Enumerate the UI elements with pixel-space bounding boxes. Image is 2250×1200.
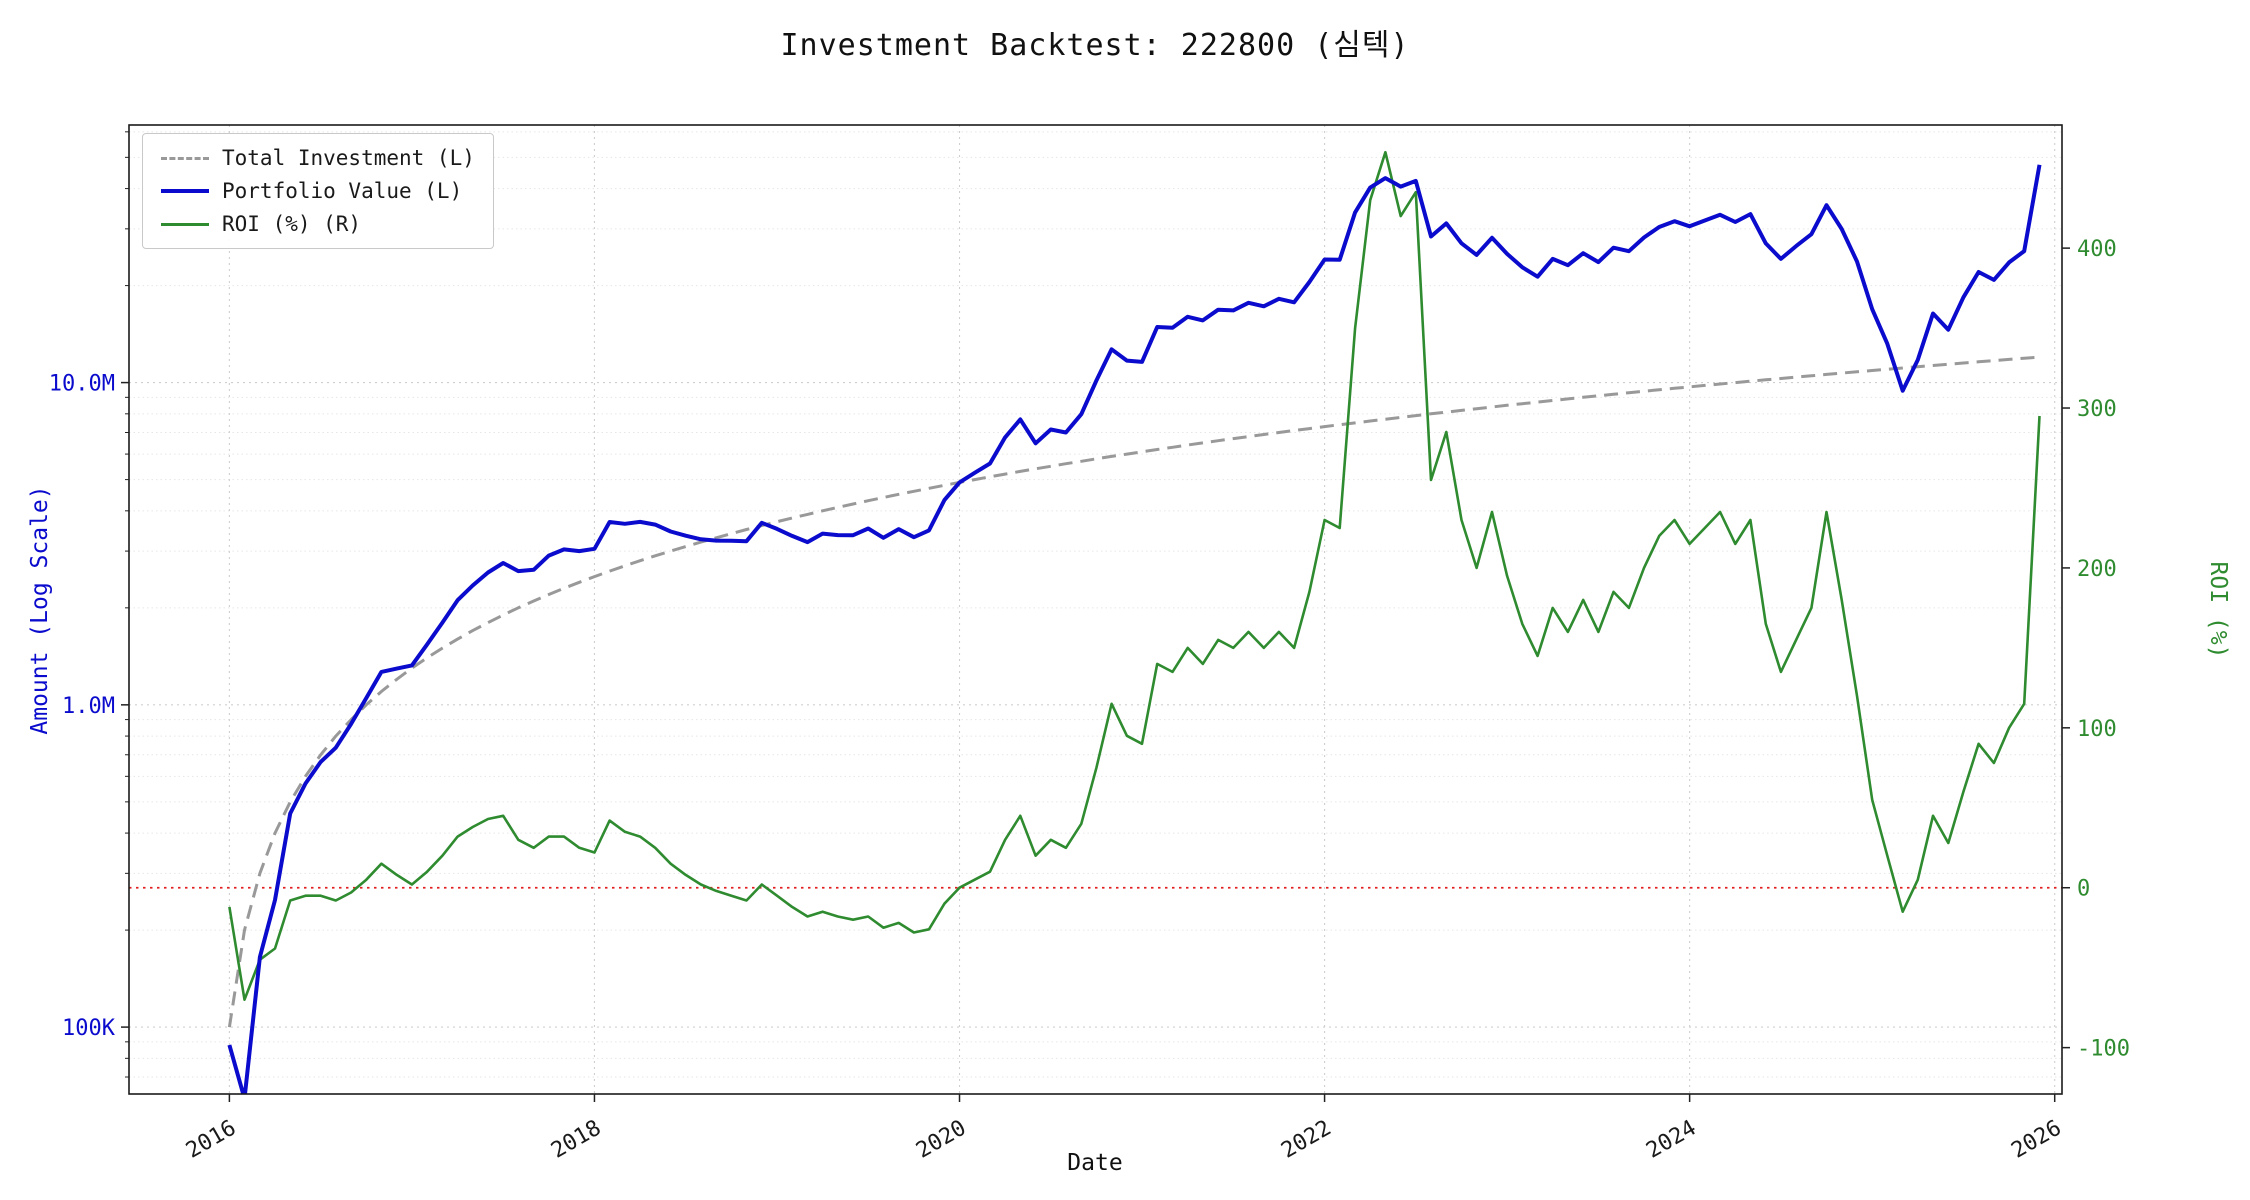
x-tick-label: 2026: [2007, 1116, 2065, 1164]
series-line-portfolio-value-l: [227, 164, 2042, 1094]
series-line-roi-r: [228, 150, 2041, 1002]
legend-label: ROI (%) (R): [222, 212, 362, 236]
right-axis-title: ROI (%): [2205, 561, 2231, 659]
legend-item-total-investment: Total Investment (L): [161, 146, 475, 170]
legend-item-roi: ROI (%) (R): [161, 212, 475, 236]
left-tick-label: 1.0M: [62, 694, 115, 719]
x-tick-label: 2018: [547, 1116, 605, 1164]
legend-item-portfolio-value: Portfolio Value (L): [161, 179, 475, 203]
legend-label: Total Investment (L): [222, 146, 475, 170]
series-line-total-investment-l: [227, 355, 2040, 1028]
left-axis-title: Amount (Log Scale): [27, 485, 53, 735]
legend: Total Investment (L) Portfolio Value (L)…: [142, 133, 494, 249]
legend-label: Portfolio Value (L): [222, 179, 463, 203]
right-tick-label: 300: [2077, 397, 2117, 422]
left-tick-label: 10.0M: [49, 372, 115, 397]
right-tick-label: 400: [2077, 237, 2117, 262]
right-tick-label: -100: [2077, 1037, 2130, 1062]
right-tick-label: 0: [2077, 877, 2090, 902]
dashed-line-swatch: [161, 156, 209, 160]
x-tick-label: 2020: [912, 1116, 970, 1164]
left-tick-label: 100K: [62, 1016, 116, 1041]
plot-frame: [128, 124, 2063, 1095]
x-tick-label: 2022: [1277, 1116, 1335, 1164]
solid-line-swatch: [161, 222, 209, 226]
x-tick-label: 2024: [1642, 1116, 1700, 1164]
x-tick-label: 2016: [182, 1116, 240, 1164]
chart-title: Investment Backtest: 222800 (심텍): [780, 28, 1410, 63]
solid-line-swatch: [161, 188, 209, 194]
x-axis-title: Date: [1067, 1150, 1123, 1176]
right-tick-label: 100: [2077, 717, 2117, 742]
right-tick-label: 200: [2077, 557, 2117, 582]
